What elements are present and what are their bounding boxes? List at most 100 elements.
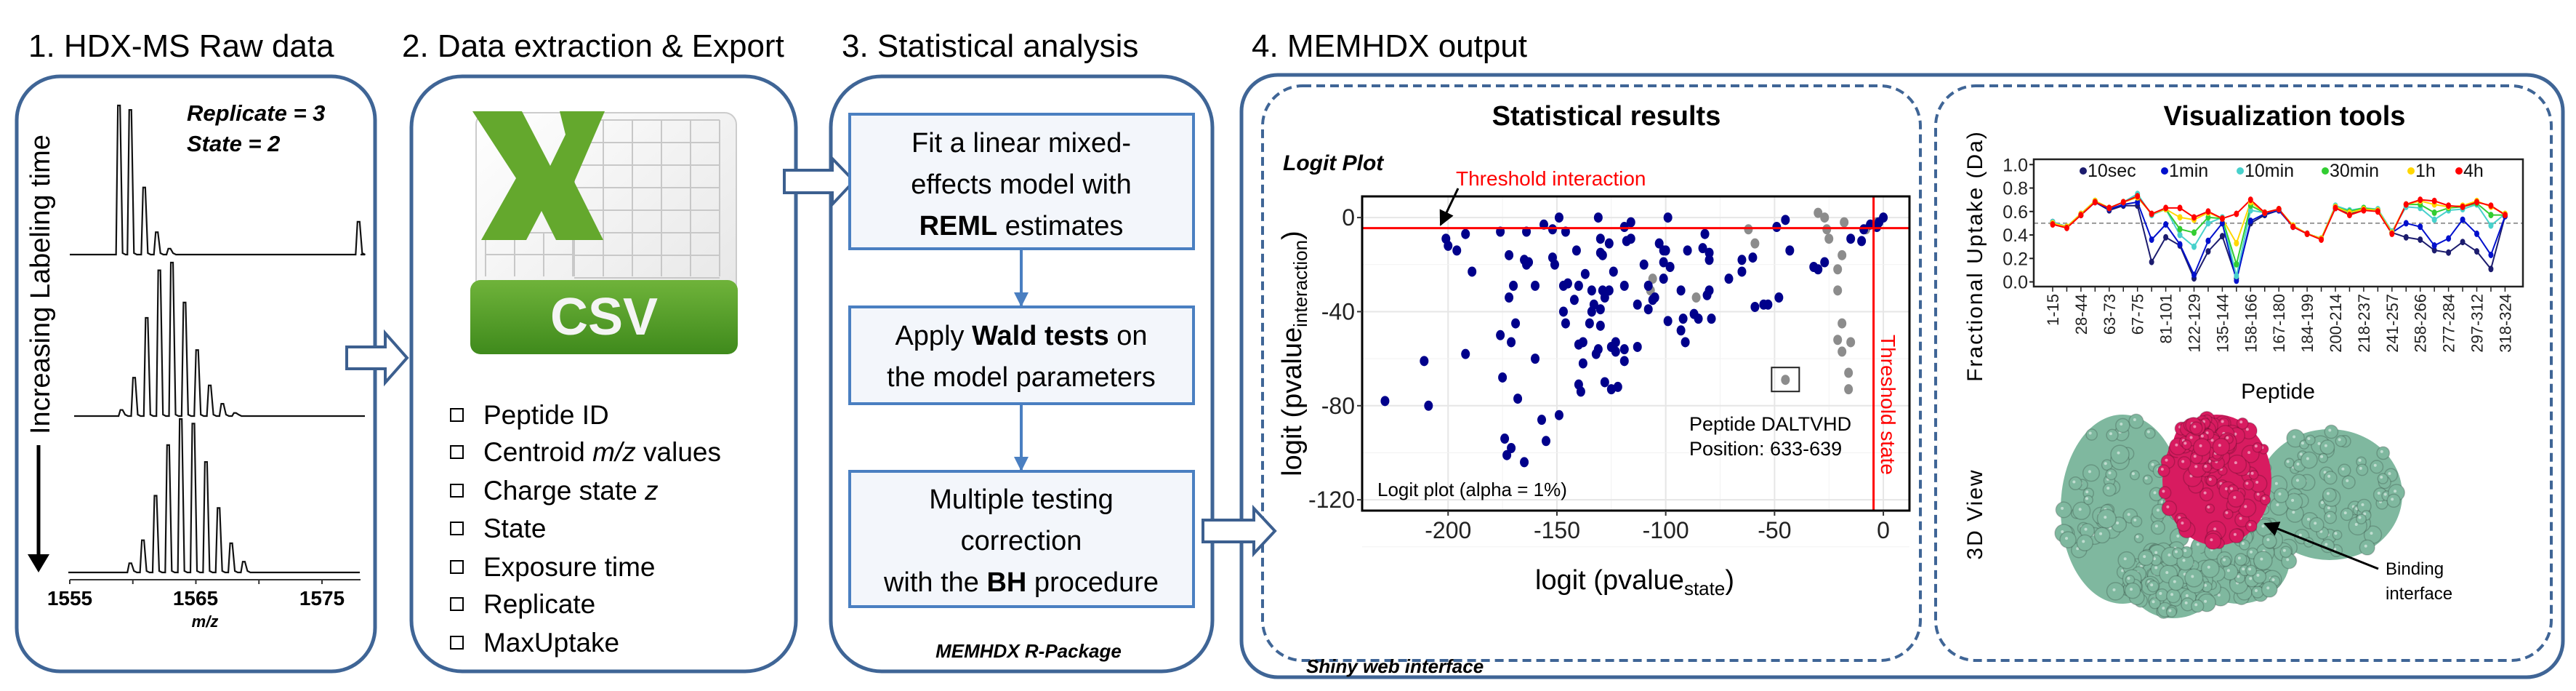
significant-point xyxy=(1578,358,1587,369)
significant-point xyxy=(1420,356,1429,367)
protein-surface-highlight xyxy=(2388,472,2391,476)
legend-marker xyxy=(2407,167,2415,175)
checkbox-icon xyxy=(450,522,464,535)
protein-surface-highlight xyxy=(2065,537,2069,540)
y-tick-label: 0.0 xyxy=(2003,273,2028,293)
series-point-10sec xyxy=(2446,249,2452,256)
list-item-text: values xyxy=(636,437,721,467)
csv-label: CSV xyxy=(550,288,658,346)
protein-surface-highlight xyxy=(2296,462,2300,466)
protein-surface-bump xyxy=(2055,501,2072,519)
binding-interface-surface-highlight xyxy=(2250,471,2254,475)
series-point-1min xyxy=(2135,199,2141,206)
list-item-italic: z xyxy=(644,476,659,506)
checkbox-icon xyxy=(450,445,464,459)
binding-interface-surface-highlight xyxy=(2234,461,2237,465)
significant-point xyxy=(1772,222,1782,233)
significant-point xyxy=(1633,299,1642,310)
protein-surface-highlight xyxy=(2317,442,2321,445)
x-tick-label: 63-73 xyxy=(2101,294,2119,335)
protein-surface-bump xyxy=(2245,564,2258,577)
significant-point xyxy=(1694,313,1703,324)
x-tick-label: 167-180 xyxy=(2270,294,2288,353)
protein-surface-bump xyxy=(2286,428,2305,448)
protein-surface-highlight xyxy=(2266,586,2270,590)
series-point-10sec xyxy=(2474,248,2479,255)
csv-file-icon: CSV xyxy=(470,111,738,354)
series-point-1min xyxy=(2219,220,2225,227)
protein-surface-highlight xyxy=(2127,513,2130,516)
protein-surface-bump xyxy=(2300,451,2318,469)
y-tick-label: -120 xyxy=(1308,487,1355,513)
protein-surface-highlight xyxy=(2286,558,2290,562)
protein-surface-highlight xyxy=(2207,565,2210,569)
protein-surface-bump xyxy=(2322,487,2337,503)
legend-label: 1min xyxy=(2169,161,2208,181)
list-item-text: Charge state xyxy=(483,476,645,506)
series-point-4h xyxy=(2346,212,2352,219)
significant-point xyxy=(1698,243,1707,254)
significant-point xyxy=(1814,264,1823,275)
uptake-x-axis-label: Peptide xyxy=(2241,380,2315,404)
series-point-1min xyxy=(2403,220,2409,227)
binding-interface-surface-highlight xyxy=(2175,443,2178,447)
series-point-1min xyxy=(2418,223,2423,231)
y-tick-label: 1.0 xyxy=(2003,155,2028,175)
series-point-10sec xyxy=(2403,233,2409,241)
protein-surface-bump xyxy=(2356,514,2367,524)
protein-surface-highlight xyxy=(2226,569,2230,572)
protein-surface-highlight xyxy=(2121,569,2125,572)
significant-point xyxy=(1587,306,1596,317)
nonsignificant-point xyxy=(1838,249,1847,260)
protein-surface-highlight xyxy=(2334,532,2338,535)
protein-surface-highlight xyxy=(2131,472,2135,476)
arrow-export-to-analysis xyxy=(783,155,856,209)
protein-surface-highlight xyxy=(2146,430,2150,434)
bh-bold: BH xyxy=(986,567,1026,598)
legend-marker xyxy=(2161,167,2168,175)
binding-interface-surface-highlight xyxy=(2181,460,2185,463)
position-annotation: Position: 633-639 xyxy=(1689,438,1842,460)
significant-point xyxy=(1513,394,1523,404)
binding-interface-surface-highlight xyxy=(2210,439,2214,442)
protein-surface-highlight xyxy=(2293,435,2296,439)
protein-surface-highlight xyxy=(2109,432,2112,436)
x-tick-label: 158-166 xyxy=(2242,294,2260,353)
protein-surface-highlight xyxy=(2358,458,2362,462)
protein-surface-highlight xyxy=(2394,490,2397,493)
protein-surface-bump xyxy=(2124,582,2141,599)
protein-surface-highlight xyxy=(2261,524,2265,528)
checkbox-icon xyxy=(450,484,464,498)
series-point-10sec xyxy=(2488,265,2494,273)
series-point-4h xyxy=(2290,223,2296,231)
protein-surface-highlight xyxy=(2241,542,2245,546)
y-tick-label: 0.2 xyxy=(2003,249,2028,269)
legend-label: 1h xyxy=(2415,161,2436,181)
series-point-4h xyxy=(2106,204,2112,212)
significant-point xyxy=(1639,259,1649,270)
binding-label-2: interface xyxy=(2386,584,2452,604)
alpha-note: Logit plot (alpha = 1%) xyxy=(1377,479,1567,500)
protein-surface-bump xyxy=(2076,534,2093,552)
list-item: Replicate xyxy=(450,589,595,619)
binding-interface-surface-highlight xyxy=(2234,432,2237,436)
significant-point xyxy=(1820,257,1830,268)
significant-point xyxy=(1444,240,1453,251)
protein-surface-highlight xyxy=(2223,558,2226,562)
series-point-10sec xyxy=(2149,258,2154,265)
nonsignificant-point xyxy=(1844,367,1853,378)
series-point-1min xyxy=(2234,277,2239,284)
highlight-box xyxy=(1771,367,1800,393)
binding-interface-surface-bump xyxy=(2205,503,2215,514)
series-point-4h xyxy=(2262,209,2268,216)
lmm-line-3: estimates xyxy=(997,211,1123,241)
significant-point xyxy=(1461,348,1470,359)
protein-surface-highlight xyxy=(2162,607,2165,610)
svg-text:Charge state z: Charge state z xyxy=(483,476,659,506)
series-point-1h xyxy=(2234,239,2239,247)
significant-point xyxy=(1580,268,1590,279)
protein-surface-highlight xyxy=(2326,492,2330,495)
step-3-title: 3. Statistical analysis xyxy=(842,28,1138,64)
r-package-label: MEMHDX R-Package xyxy=(935,640,1122,662)
series-point-4h xyxy=(2304,230,2310,237)
